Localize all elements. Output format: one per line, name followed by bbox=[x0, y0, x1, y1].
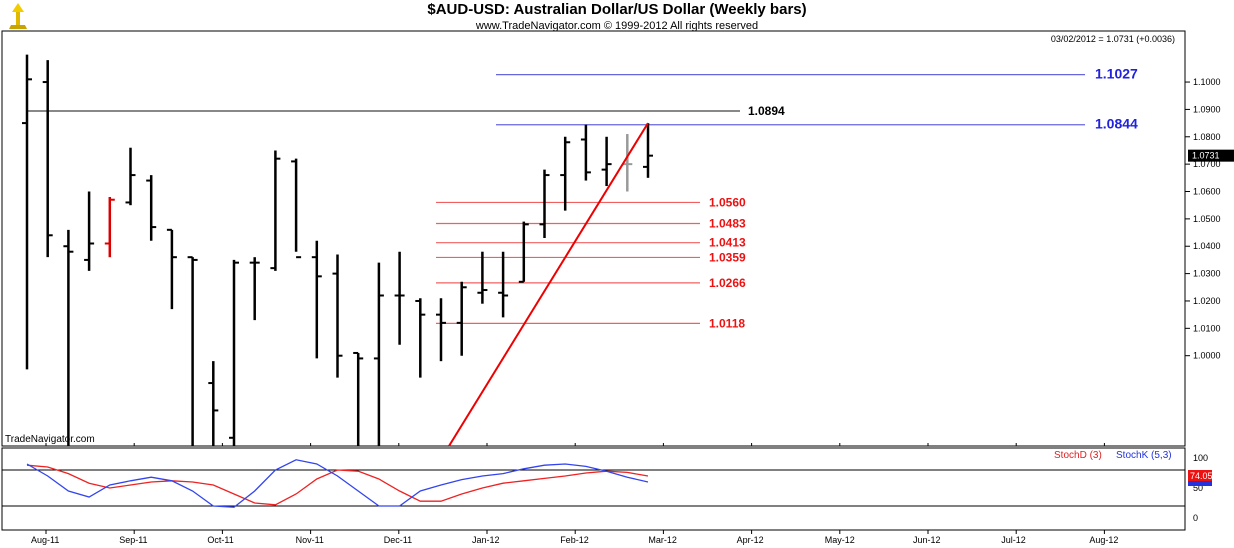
stoch-k-value-marker bbox=[1188, 481, 1212, 486]
ohlc-bar bbox=[84, 191, 95, 271]
level-label-target: 1.0844 bbox=[1095, 116, 1138, 132]
indicator-axis-label: 100 bbox=[1193, 453, 1208, 463]
ohlc-bar bbox=[456, 281, 467, 356]
level-label-retracement: 1.0413 bbox=[709, 236, 746, 250]
ohlc-bar bbox=[436, 298, 446, 362]
ohlc-bar bbox=[332, 254, 343, 378]
chart-title: $AUD-USD: Australian Dollar/US Dollar (W… bbox=[427, 1, 807, 18]
price-axis-label: 1.0100 bbox=[1193, 323, 1221, 333]
trend-line bbox=[448, 122, 649, 447]
price-axis-label: 1.0300 bbox=[1193, 269, 1221, 279]
ohlc-bar bbox=[187, 256, 198, 446]
ohlc-bar bbox=[518, 221, 529, 283]
time-axis-label: Feb-12 bbox=[560, 535, 589, 545]
stoch-value-label: 74.05 bbox=[1190, 471, 1213, 481]
stoch-d-legend: StochD (3) bbox=[1054, 450, 1102, 461]
ohlc-bar bbox=[42, 60, 53, 258]
ohlc-bar bbox=[580, 124, 591, 181]
time-axis-label: Jul-12 bbox=[1001, 535, 1026, 545]
stoch-d-line bbox=[26, 464, 649, 506]
ohlc-bar bbox=[560, 136, 571, 211]
ohlc-bar bbox=[539, 169, 550, 239]
ohlc-bar bbox=[270, 150, 281, 271]
stochastic-panel: 100 50 0 74.05 bbox=[2, 453, 1213, 523]
ohlc-bar bbox=[415, 298, 426, 378]
time-axis-label: Aug-12 bbox=[1089, 535, 1118, 545]
price-axis-label: 1.0900 bbox=[1193, 104, 1221, 114]
chart-copyright: www.TradeNavigator.com © 1999-2012 All r… bbox=[475, 20, 759, 32]
watermark-text: TradeNavigator.com bbox=[5, 434, 95, 445]
ohlc-bar bbox=[104, 196, 115, 258]
ohlc-bar bbox=[394, 251, 405, 345]
time-axis-label: Jan-12 bbox=[472, 535, 500, 545]
time-axis-label: Nov-11 bbox=[296, 535, 324, 545]
ohlc-bar bbox=[353, 351, 364, 446]
price-axis-label: 1.0800 bbox=[1193, 132, 1221, 142]
level-label-resistance: 1.0894 bbox=[748, 104, 785, 118]
time-axis-label: Dec-11 bbox=[384, 535, 412, 545]
time-axis-label: Mar-12 bbox=[648, 535, 677, 545]
level-label-retracement: 1.0118 bbox=[709, 316, 745, 330]
ohlc-bar bbox=[125, 147, 136, 206]
ohlc-bar bbox=[373, 262, 384, 446]
level-label-retracement: 1.0359 bbox=[709, 250, 746, 264]
ohlc-bar bbox=[22, 54, 32, 370]
ohlc-bar bbox=[311, 240, 322, 359]
last-price-stamp: 03/02/2012 = 1.0731 (+0.0036) bbox=[1050, 34, 1175, 44]
level-label-retracement: 1.0560 bbox=[709, 195, 746, 209]
last-price-label: 1.0731 bbox=[1192, 151, 1220, 161]
price-axis-label: 1.0200 bbox=[1193, 296, 1221, 306]
ohlc-bar bbox=[229, 259, 239, 446]
indicator-panel-border bbox=[1, 447, 1186, 531]
ohlc-bar bbox=[643, 123, 653, 178]
time-axis-label: Apr-12 bbox=[737, 535, 764, 545]
price-axis: 1.1000 1.0900 1.0800 1.0700 1.0600 1.0500 1.04… bbox=[1185, 77, 1234, 361]
ohlc-bar bbox=[146, 175, 157, 241]
indicator-axis-label: 0 bbox=[1193, 513, 1198, 523]
level-label-target: 1.1027 bbox=[1095, 66, 1138, 82]
last-price-marker bbox=[1188, 149, 1234, 162]
stoch-k-legend: StochK (5,3) bbox=[1116, 450, 1172, 461]
time-axis-label: Aug-11 bbox=[31, 535, 59, 545]
ohlc-bar bbox=[477, 251, 488, 304]
stoch-k-line bbox=[26, 459, 649, 508]
ohlc-bar bbox=[208, 361, 219, 446]
ohlc-bar bbox=[291, 158, 302, 259]
price-axis-label: 1.0000 bbox=[1193, 351, 1221, 361]
time-axis-label: May-12 bbox=[825, 535, 855, 545]
price-axis-label: 1.0700 bbox=[1193, 159, 1221, 169]
level-label-retracement: 1.0483 bbox=[709, 217, 746, 231]
ohlc-bar bbox=[249, 257, 260, 321]
trade-navigator-logo-icon bbox=[6, 2, 30, 37]
price-panel-border bbox=[1, 30, 1186, 447]
ohlc-bar bbox=[166, 228, 177, 310]
level-label-retracement: 1.0266 bbox=[709, 276, 746, 290]
ohlc-bars bbox=[22, 54, 653, 446]
trend-line-group bbox=[448, 122, 649, 447]
time-axis-label: Oct-11 bbox=[207, 535, 233, 545]
chart-frame bbox=[1, 30, 1186, 531]
price-levels: 1.1027 1.0894 1.0844 1.0560 1.0483 1.04131.03… bbox=[28, 66, 1138, 330]
price-axis-label: 1.0500 bbox=[1193, 214, 1221, 224]
stoch-value-marker bbox=[1188, 470, 1212, 481]
ohlc-bar bbox=[63, 229, 74, 446]
time-axis-label: Sep-11 bbox=[119, 535, 147, 545]
price-axis-label: 1.0400 bbox=[1193, 241, 1221, 251]
price-axis-label: 1.1000 bbox=[1193, 77, 1221, 87]
ohlc-bar bbox=[498, 251, 509, 318]
price-axis-label: 1.0600 bbox=[1193, 187, 1221, 197]
ohlc-bar bbox=[601, 136, 612, 187]
time-axis: Aug-11 Sep-11 Oct-11 Nov-11 Dec-11 Jan-12 Feb-… bbox=[31, 443, 1118, 545]
time-axis-label: Jun-12 bbox=[913, 535, 941, 545]
indicator-axis-label: 50 bbox=[1193, 483, 1203, 493]
